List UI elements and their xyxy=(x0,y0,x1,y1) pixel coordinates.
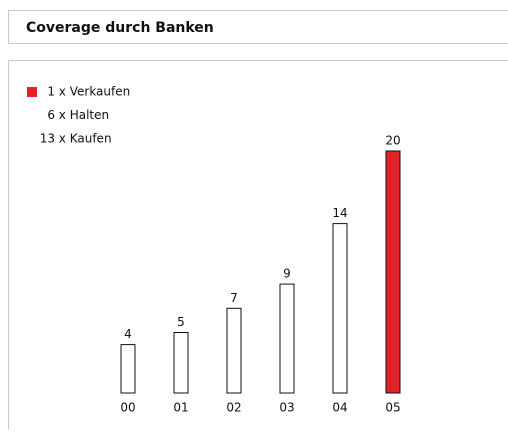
value-label: 5 xyxy=(177,315,185,329)
x-tick-label: 02 xyxy=(226,401,241,415)
legend-swatch xyxy=(27,87,37,97)
value-label: 9 xyxy=(283,267,291,281)
value-label: 7 xyxy=(230,291,238,305)
bar xyxy=(280,284,294,393)
x-tick-label: 05 xyxy=(385,401,400,415)
bar xyxy=(121,345,135,393)
chart-title: Coverage durch Banken xyxy=(26,20,214,36)
bar xyxy=(227,308,241,393)
legend-label: 1 x Verkaufen xyxy=(47,85,130,99)
legend-label: 6 x Halten xyxy=(47,108,109,122)
x-tick-label: 04 xyxy=(332,401,347,415)
legend-label: 13 x Kaufen xyxy=(40,132,112,146)
x-tick-label: 01 xyxy=(173,401,188,415)
bar xyxy=(174,333,188,394)
bar xyxy=(333,224,347,393)
value-label: 14 xyxy=(332,206,347,220)
bar xyxy=(386,151,400,393)
value-label: 4 xyxy=(124,327,132,341)
value-label: 20 xyxy=(385,134,400,148)
x-tick-label: 03 xyxy=(279,401,294,415)
x-tick-label: 00 xyxy=(120,401,135,415)
